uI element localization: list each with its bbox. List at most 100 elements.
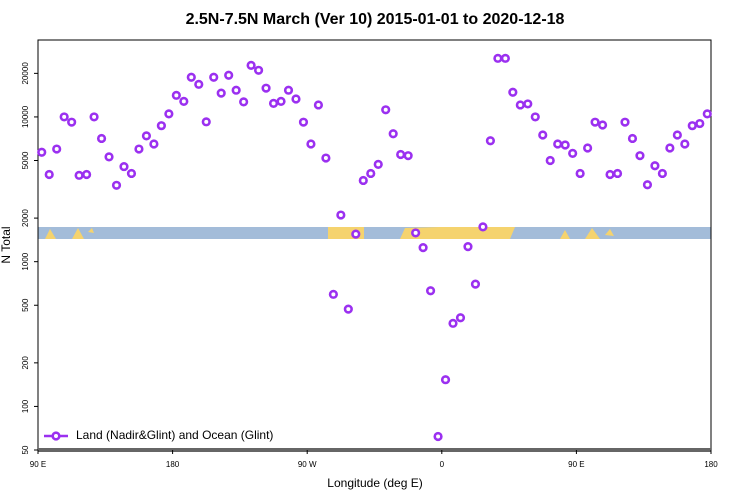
- data-point: [530, 112, 540, 122]
- y-tick-label: 2000: [21, 209, 30, 227]
- data-point: [672, 130, 682, 140]
- data-point: [583, 143, 593, 153]
- data-point: [538, 130, 548, 140]
- data-point: [164, 109, 174, 119]
- x-axis-label: Longitude (deg E): [327, 476, 422, 490]
- x-tick-label: 180: [166, 460, 180, 469]
- data-point: [680, 139, 690, 149]
- data-point: [111, 180, 122, 190]
- data-point: [523, 99, 533, 109]
- data-point: [239, 97, 249, 107]
- data-point: [695, 118, 705, 129]
- data-point: [141, 131, 152, 141]
- data-point: [291, 94, 301, 104]
- data-point: [448, 318, 458, 328]
- data-point: [411, 228, 421, 238]
- data-point: [620, 117, 630, 127]
- data-point: [351, 229, 361, 239]
- data-point: [373, 159, 383, 169]
- data-point: [418, 243, 428, 253]
- data-point: [224, 70, 234, 80]
- data-point: [455, 313, 466, 323]
- data-point: [635, 151, 645, 161]
- data-point: [276, 96, 286, 107]
- legend-marker: [51, 431, 61, 441]
- data-point: [261, 83, 271, 93]
- data-point: [597, 120, 608, 130]
- data-point: [44, 169, 54, 180]
- data-point: [67, 117, 77, 127]
- data-point: [52, 144, 62, 154]
- data-point: [485, 136, 496, 146]
- data-point: [246, 60, 256, 70]
- data-point: [96, 133, 107, 144]
- y-tick-label: 500: [21, 298, 30, 312]
- data-point: [425, 286, 436, 296]
- data-point: [201, 117, 211, 127]
- data-point: [657, 168, 667, 179]
- x-tick-label: 0: [440, 460, 445, 469]
- data-point: [575, 168, 585, 179]
- data-point: [179, 96, 189, 107]
- data-point: [119, 161, 129, 172]
- data-point: [493, 53, 503, 63]
- data-point: [605, 169, 615, 180]
- data-point: [134, 144, 144, 154]
- data-point: [216, 88, 226, 98]
- x-tick-label: 90 W: [298, 460, 317, 469]
- data-point: [298, 117, 309, 127]
- land: [560, 228, 614, 239]
- data-point: [687, 121, 697, 131]
- y-tick-label: 100: [21, 399, 30, 413]
- y-axis-label: N Total: [0, 226, 13, 263]
- data-point: [321, 153, 331, 163]
- chart-title: 2.5N-7.5N March (Ver 10) 2015-01-01 to 2…: [186, 11, 565, 28]
- data-point: [665, 143, 675, 153]
- data-point: [612, 168, 623, 179]
- data-point: [508, 87, 518, 97]
- data-point: [209, 72, 219, 82]
- data-point: [478, 222, 488, 232]
- data-point: [366, 168, 376, 179]
- data-point: [396, 149, 406, 160]
- y-tick-label: 1000: [21, 252, 30, 270]
- y-tick-label: 20000: [21, 62, 30, 85]
- data-point: [403, 151, 413, 161]
- data-point: [702, 109, 712, 119]
- data-point: [642, 180, 653, 190]
- data-point: [358, 175, 368, 186]
- y-tick-label: 10000: [21, 105, 30, 128]
- data-point: [545, 155, 555, 166]
- data-point: [627, 133, 638, 144]
- x-tick-label: 90 E: [30, 460, 46, 469]
- data-point: [194, 79, 204, 89]
- data-point: [156, 121, 166, 131]
- land: [45, 228, 94, 239]
- data-point: [253, 65, 264, 75]
- data-point: [186, 72, 196, 82]
- x-tick-label: 180: [704, 460, 718, 469]
- data-point: [268, 98, 279, 109]
- data-point: [470, 279, 481, 289]
- data-point: [313, 100, 324, 110]
- data-point: [336, 210, 346, 220]
- data-point: [463, 242, 473, 252]
- data-point: [89, 112, 99, 122]
- data-point: [515, 100, 525, 110]
- data-point: [37, 147, 47, 157]
- map-strip: [38, 227, 711, 239]
- ocean-strip: [38, 227, 711, 239]
- data-point: [433, 431, 443, 442]
- data-point: [440, 375, 451, 385]
- data-point: [553, 139, 563, 149]
- y-tick-label: 200: [21, 356, 30, 370]
- data-point: [560, 140, 570, 150]
- data-point: [343, 304, 353, 314]
- data-point: [306, 139, 316, 149]
- legend-label: Land (Nadir&Glint) and Ocean (Glint): [76, 428, 273, 442]
- y-tick-label: 50: [21, 445, 30, 454]
- data-point: [149, 139, 159, 149]
- data-point: [388, 129, 398, 139]
